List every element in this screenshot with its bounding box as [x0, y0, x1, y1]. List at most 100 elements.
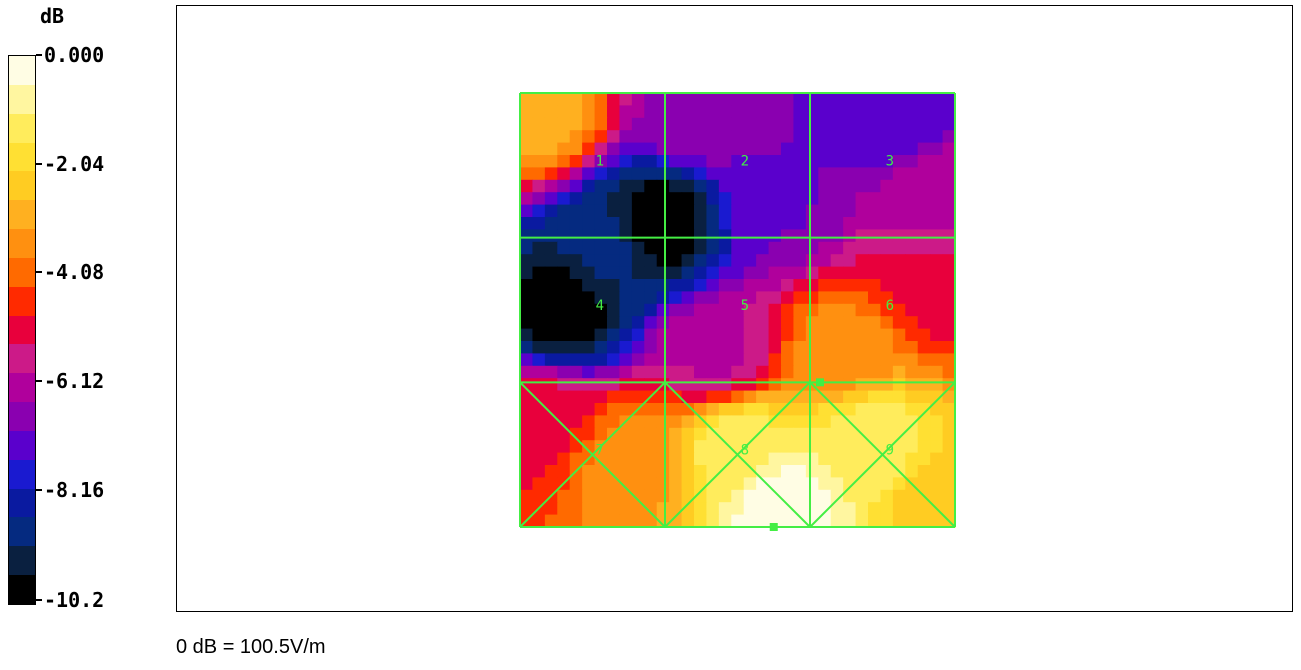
heatmap-pixel	[607, 142, 621, 156]
legend-swatch	[9, 113, 35, 143]
heatmap-pixel	[656, 142, 670, 156]
cell-label: 5	[741, 298, 749, 314]
heatmap-pixel	[607, 452, 621, 466]
heatmap-pixel	[793, 254, 807, 268]
heatmap-pixel	[756, 303, 770, 317]
heatmap-pixel	[619, 241, 633, 255]
heatmap-pixel	[557, 328, 571, 342]
heatmap-pixel	[892, 403, 906, 416]
heatmap-pixel	[905, 353, 919, 367]
heatmap-pixel	[669, 105, 683, 119]
heatmap-pixel	[768, 229, 782, 243]
heatmap-pixel	[631, 117, 645, 131]
heatmap-pixel	[594, 502, 608, 516]
legend-tick-mark	[36, 380, 42, 382]
heatmap-pixel	[743, 415, 757, 429]
heatmap-pixel	[818, 142, 832, 156]
heatmap-pixel	[569, 514, 583, 528]
heatmap-pixel	[768, 403, 782, 416]
heatmap-pixel	[544, 266, 558, 280]
heatmap-pixel	[781, 266, 795, 280]
heatmap-pixel	[718, 117, 732, 131]
heatmap-pixel	[855, 254, 869, 268]
heatmap-pixel	[731, 130, 745, 144]
heatmap-pixel	[532, 266, 546, 280]
heatmap-pixel	[756, 93, 770, 106]
heatmap-pixel	[631, 142, 645, 156]
heatmap-pixel	[868, 365, 882, 379]
heatmap-pixel	[781, 514, 795, 528]
heatmap-pixel	[532, 390, 546, 404]
heatmap-pixel	[557, 130, 571, 144]
heatmap-pixel	[631, 489, 645, 503]
heatmap-pixel	[743, 229, 757, 243]
heatmap-pixel	[557, 217, 571, 230]
heatmap-pixel	[582, 291, 596, 305]
heatmap-pixel	[855, 341, 869, 354]
heatmap-pixel	[520, 192, 534, 206]
heatmap-pixel	[544, 514, 558, 528]
heatmap-pixel	[619, 130, 633, 144]
heatmap-pixel	[818, 279, 832, 292]
heatmap-pixel	[532, 142, 546, 156]
legend-swatch	[9, 373, 35, 403]
heatmap-pixel	[681, 465, 695, 478]
heatmap-pixel	[544, 241, 558, 255]
heatmap-pixel	[880, 229, 894, 243]
heatmap-pixel	[594, 390, 608, 404]
heatmap-pixel	[718, 93, 732, 106]
heatmap-pixel	[644, 254, 658, 268]
legend-swatch	[9, 257, 35, 287]
heatmap-pixel	[892, 390, 906, 404]
heatmap-pixel	[669, 440, 683, 454]
heatmap-pixel	[718, 353, 732, 367]
heatmap-pixel	[793, 489, 807, 503]
heatmap-pixel	[718, 167, 732, 181]
heatmap-pixel	[607, 155, 621, 168]
heatmap-pixel	[843, 440, 857, 454]
heatmap-pixel	[569, 489, 583, 503]
heatmap-pixel	[768, 465, 782, 478]
heatmap-pixel	[756, 217, 770, 230]
heatmap-pixel	[855, 105, 869, 119]
heatmap-pixel	[544, 93, 558, 106]
heatmap-pixel	[557, 192, 571, 206]
heatmap-pixel	[607, 440, 621, 454]
heatmap-pixel	[557, 415, 571, 429]
heatmap-pixel	[868, 279, 882, 292]
cell-label: 3	[886, 153, 894, 169]
heatmap-pixel	[644, 452, 658, 466]
heatmap-pixel	[644, 117, 658, 131]
heatmap-pixel	[718, 403, 732, 416]
heatmap-pixel	[781, 167, 795, 181]
heatmap-pixel	[532, 427, 546, 441]
heatmap-pixel	[694, 155, 708, 168]
heatmap-pixel	[594, 241, 608, 255]
heatmap-pixel	[743, 477, 757, 491]
heatmap-pixel	[793, 514, 807, 528]
heatmap-pixel	[520, 155, 534, 168]
heatmap-pixel	[706, 365, 720, 379]
heatmap-pixel	[631, 105, 645, 119]
heatmap-pixel	[942, 415, 956, 429]
heatmap-pixel	[843, 427, 857, 441]
heatmap-pixel	[942, 130, 956, 144]
heatmap-pixel	[669, 241, 683, 255]
heatmap-pixel	[644, 303, 658, 317]
heatmap-pixel	[656, 427, 670, 441]
heatmap-pixel	[669, 192, 683, 206]
heatmap-pixel	[942, 427, 956, 441]
heatmap-pixel	[569, 167, 583, 181]
heatmap-pixel	[855, 279, 869, 292]
heatmap-pixel	[731, 365, 745, 379]
heatmap-pixel	[718, 130, 732, 144]
heatmap-pixel	[681, 378, 695, 392]
heatmap-pixel	[631, 303, 645, 317]
heatmap-pixel	[619, 440, 633, 454]
heatmap-pixel	[607, 514, 621, 528]
heatmap-pixel	[843, 316, 857, 330]
heatmap-pixel	[706, 217, 720, 230]
heatmap-pixel	[532, 130, 546, 144]
heatmap-pixel	[756, 130, 770, 144]
heatmap-pixel	[731, 415, 745, 429]
